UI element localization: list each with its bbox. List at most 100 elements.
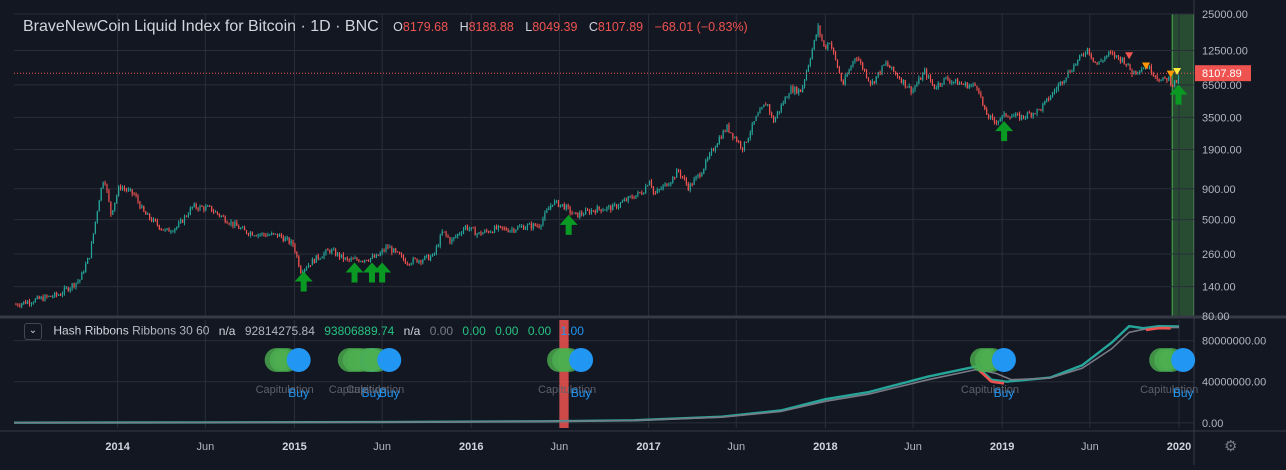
candle — [840, 73, 842, 81]
candle — [294, 245, 296, 253]
candle — [664, 183, 666, 186]
candle — [435, 246, 437, 254]
candle — [877, 72, 879, 77]
candle — [290, 240, 292, 244]
candle — [300, 266, 302, 274]
candle — [54, 292, 56, 297]
buy-arrow — [362, 262, 381, 283]
candle — [373, 255, 375, 258]
candle — [532, 223, 534, 229]
candle — [85, 263, 87, 273]
indicator-value: 0.00 — [527, 323, 552, 338]
candle — [1053, 90, 1056, 93]
candle — [486, 230, 488, 232]
candle — [904, 80, 906, 87]
candle — [224, 216, 226, 223]
chevron-down-icon[interactable]: ⌄ — [24, 323, 42, 340]
candle — [139, 201, 141, 209]
candle — [831, 43, 833, 48]
candle — [722, 131, 724, 139]
candle — [600, 209, 602, 212]
candle — [317, 255, 319, 259]
candle — [712, 149, 715, 151]
candle — [422, 259, 424, 263]
candle — [829, 43, 831, 45]
candle — [889, 65, 891, 69]
candle — [945, 77, 947, 79]
candle — [679, 171, 682, 177]
candle — [164, 229, 166, 231]
gear-icon[interactable]: ⚙ — [1224, 438, 1238, 455]
candle — [995, 122, 997, 124]
indicator-tick-label: 40000000.00 — [1202, 377, 1266, 389]
candle — [325, 249, 327, 254]
high-value: 8188.88 — [468, 20, 514, 34]
candle — [412, 258, 414, 264]
candle — [767, 104, 769, 106]
candle — [238, 226, 240, 229]
candle — [997, 120, 999, 124]
candle — [978, 88, 980, 94]
candle — [1113, 53, 1116, 58]
price-tick-label: 6500.00 — [1202, 80, 1242, 92]
candle — [329, 250, 331, 253]
candle — [15, 304, 17, 306]
candle — [615, 204, 618, 208]
candle — [127, 189, 129, 191]
candle — [763, 104, 765, 108]
candle — [212, 211, 215, 213]
candle — [924, 69, 926, 74]
candle — [112, 210, 114, 215]
candle — [439, 235, 441, 246]
hash-ribbon-capitulation — [1145, 326, 1171, 332]
candle — [209, 205, 211, 207]
candle — [484, 230, 486, 233]
candle — [1088, 48, 1090, 55]
candle — [641, 192, 643, 195]
candle — [1084, 53, 1087, 55]
candle — [288, 237, 290, 244]
candle — [691, 183, 693, 185]
candle — [193, 203, 195, 207]
candle — [920, 77, 922, 80]
candle — [1133, 70, 1135, 75]
candle — [267, 234, 269, 237]
candle — [813, 40, 815, 50]
candle — [838, 67, 841, 74]
candle — [57, 294, 60, 296]
candle — [650, 181, 653, 187]
signal-triangle-marker — [1142, 62, 1151, 70]
candle — [1009, 116, 1011, 118]
candle — [1106, 55, 1108, 58]
candle — [887, 62, 889, 66]
candle — [912, 89, 914, 93]
candle — [1075, 64, 1077, 66]
candle — [639, 192, 641, 194]
candle — [352, 258, 354, 260]
candle — [557, 200, 560, 207]
candle — [538, 225, 540, 228]
last-price-tag — [1195, 65, 1251, 82]
candle — [685, 178, 687, 184]
candle — [509, 230, 511, 232]
candle — [519, 226, 521, 228]
candle — [395, 248, 397, 252]
candle — [800, 89, 802, 92]
capitulation-label: Capitulation — [1140, 384, 1198, 396]
candle — [366, 259, 368, 261]
symbol-title[interactable]: BraveNewCoin Liquid Index for Bitcoin · … — [23, 18, 379, 35]
candle — [319, 258, 321, 260]
candle — [745, 141, 748, 143]
candle — [1152, 73, 1154, 76]
candle — [867, 77, 870, 81]
candle — [26, 301, 29, 304]
candle — [222, 215, 224, 217]
indicator-name[interactable]: Hash Ribbons — [53, 323, 129, 338]
candle — [1121, 58, 1123, 62]
indicator-value: n/a — [218, 323, 236, 338]
candle — [1090, 54, 1092, 58]
candle — [323, 253, 325, 258]
candle — [121, 187, 124, 189]
